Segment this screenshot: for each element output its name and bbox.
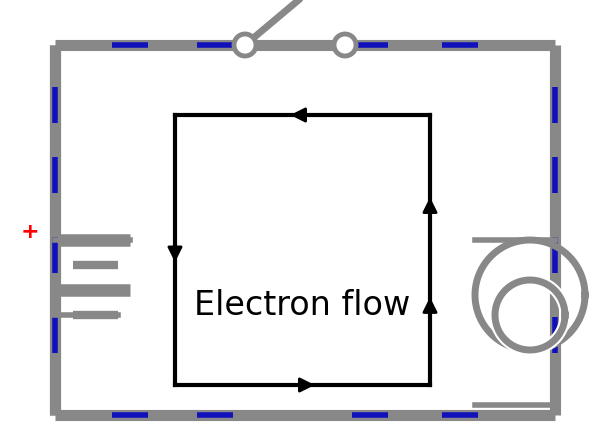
Circle shape [334, 34, 356, 56]
Text: +: + [20, 222, 40, 242]
Text: Electron flow: Electron flow [194, 289, 410, 321]
Circle shape [234, 34, 256, 56]
